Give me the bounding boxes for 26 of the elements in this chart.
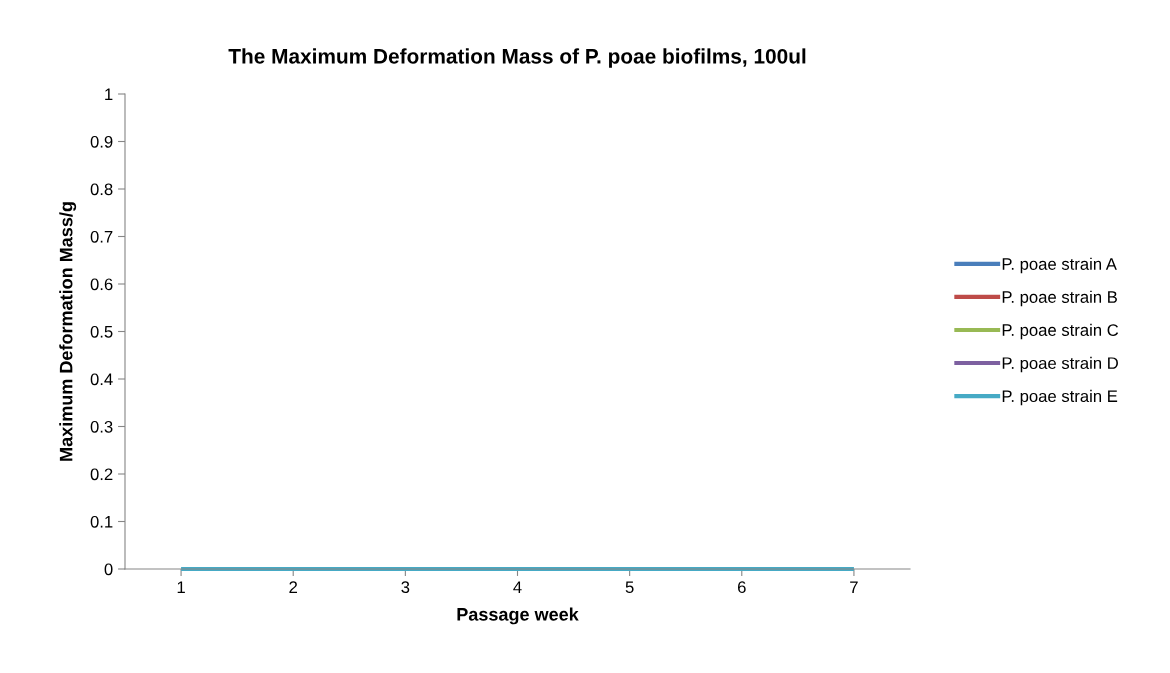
legend-label: P. poae strain D xyxy=(1002,356,1118,373)
x-tick-label: 2 xyxy=(289,581,298,593)
x-tick-label: 7 xyxy=(850,581,858,593)
y-tick-label: 0.5 xyxy=(90,325,113,338)
legend-label: P. poae strain C xyxy=(1002,323,1119,340)
legend-label: P. poae strain B xyxy=(1002,290,1117,307)
y-tick-label: 0.2 xyxy=(90,468,113,481)
y-tick-label: 0.8 xyxy=(90,183,113,196)
y-tick-label: 0.4 xyxy=(90,373,113,386)
y-tick-label: 0.7 xyxy=(90,230,113,243)
x-tick-label: 5 xyxy=(625,581,634,594)
x-axis-title: Passage week xyxy=(457,607,579,625)
y-tick-label: 0.3 xyxy=(90,420,113,433)
y-tick-label: 0.6 xyxy=(90,278,113,291)
legend-label: P. poae strain A xyxy=(1002,257,1117,274)
legend-label: P. poae strain E xyxy=(1002,389,1118,406)
y-tick-label: 0.1 xyxy=(90,515,113,528)
chart-title: The Maximum Deformation Mass of P. poae biofilms, 100ul xyxy=(228,48,806,68)
y-axis-title: Maximum Deformation Mass/g xyxy=(59,202,77,461)
x-tick-label: 1 xyxy=(177,581,185,593)
y-tick-label: 0.9 xyxy=(90,135,113,148)
y-tick-label: 1 xyxy=(105,88,113,101)
y-tick-label: 0 xyxy=(104,563,113,576)
x-tick-label: 3 xyxy=(401,581,410,594)
x-tick-label: 4 xyxy=(513,581,522,593)
x-tick-label: 6 xyxy=(738,581,746,594)
